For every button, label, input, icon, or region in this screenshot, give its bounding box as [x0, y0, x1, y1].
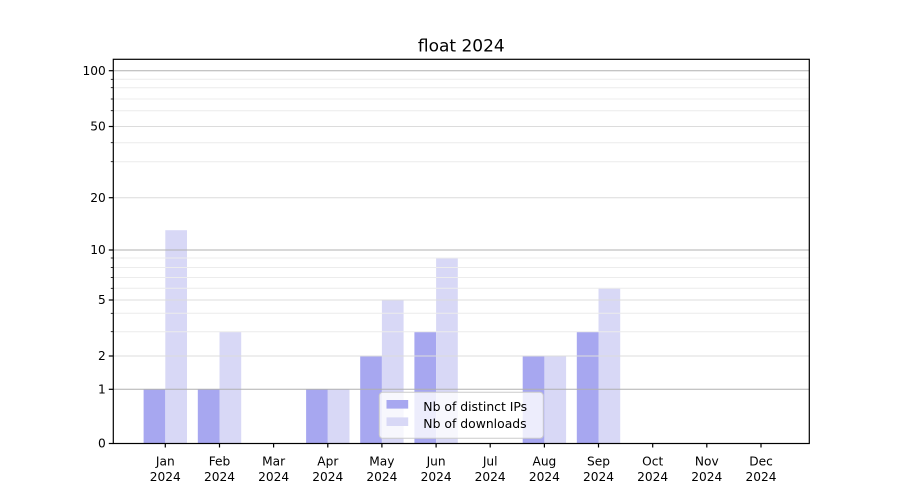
- bar-distinct-ips-jan: [143, 389, 166, 444]
- bar-downloads-feb: [219, 331, 242, 444]
- x-tick-label-year: 2024: [583, 470, 614, 484]
- x-tick-label-year: 2024: [150, 470, 181, 484]
- x-tick-label-nov: Nov 2024: [691, 455, 722, 485]
- x-tick-label-year: 2024: [529, 470, 560, 484]
- y-tick-label-20: 20: [90, 191, 106, 205]
- legend-label-distinct-ips: Nb of distinct IPs: [423, 399, 527, 414]
- x-tick-label-month: Jan: [155, 455, 175, 469]
- x-tick-label-month: Mar: [262, 455, 286, 469]
- bar-downloads-aug: [544, 356, 567, 444]
- bar-distinct-ips-feb: [197, 389, 220, 444]
- x-tick-label-month: Jun: [426, 455, 446, 469]
- x-tick-label-month: Jul: [482, 455, 498, 469]
- x-tick-label-year: 2024: [204, 470, 235, 484]
- x-tick-label-year: 2024: [421, 470, 452, 484]
- x-tick-label-month: Nov: [695, 455, 719, 469]
- plot-border: [112, 58, 810, 445]
- x-tick-label-apr: Apr 2024: [312, 455, 343, 485]
- legend-box: [378, 391, 544, 439]
- x-tick-label-year: 2024: [691, 470, 722, 484]
- x-tick-label-may: May 2024: [366, 455, 397, 485]
- x-tick-label-year: 2024: [366, 470, 397, 484]
- y-tick-label-0: 0: [98, 437, 106, 451]
- x-tick-label-month: Sep: [587, 455, 610, 469]
- x-tick-label-feb: Feb 2024: [204, 455, 235, 485]
- x-tick-label-month: Feb: [209, 455, 231, 469]
- x-tick-label-aug: Aug 2024: [529, 455, 560, 485]
- y-tick-label-10: 10: [90, 243, 106, 257]
- x-tick-label-jul: Jul 2024: [475, 455, 506, 485]
- y-tick-label-100: 100: [83, 64, 106, 78]
- x-tick-label-dec: Dec 2024: [745, 455, 776, 485]
- y-tick-label-50: 50: [90, 120, 106, 134]
- bar-distinct-ips-sep: [576, 331, 599, 444]
- x-tick-label-month: May: [369, 455, 394, 469]
- y-tick-label-5: 5: [98, 293, 106, 307]
- x-tick-label-year: 2024: [475, 470, 506, 484]
- y-tick-label-2: 2: [98, 349, 106, 363]
- x-tick-label-oct: Oct 2024: [637, 455, 668, 485]
- x-tick-label-month: Dec: [749, 455, 773, 469]
- x-tick-label-year: 2024: [637, 470, 668, 484]
- x-tick-label-year: 2024: [745, 470, 776, 484]
- bar-downloads-sep: [598, 288, 621, 444]
- x-tick-label-year: 2024: [312, 470, 343, 484]
- bar-distinct-ips-apr: [306, 389, 328, 444]
- chart-title: float 2024: [418, 37, 505, 57]
- legend-label-downloads: Nb of downloads: [423, 416, 526, 431]
- x-tick-label-month: Aug: [532, 455, 556, 469]
- bar-distinct-ips-may: [360, 356, 382, 444]
- y-tick-label-1: 1: [98, 383, 106, 397]
- bar-downloads-jan: [165, 230, 187, 444]
- x-tick-label-month: Oct: [642, 455, 663, 469]
- x-tick-label-month: Apr: [317, 455, 339, 469]
- legend-swatch-distinct-ips: [386, 400, 409, 409]
- x-tick-label-jun: Jun 2024: [421, 455, 452, 485]
- x-tick-label-jan: Jan 2024: [150, 455, 181, 485]
- x-tick-label-sep: Sep 2024: [583, 455, 614, 485]
- x-tick-label-year: 2024: [258, 470, 289, 484]
- legend: Nb of distinct IPs Nb of downloads: [378, 391, 544, 439]
- legend-swatch-downloads: [386, 417, 409, 426]
- x-tick-label-mar: Mar 2024: [258, 455, 289, 485]
- bar-downloads-apr: [327, 389, 350, 444]
